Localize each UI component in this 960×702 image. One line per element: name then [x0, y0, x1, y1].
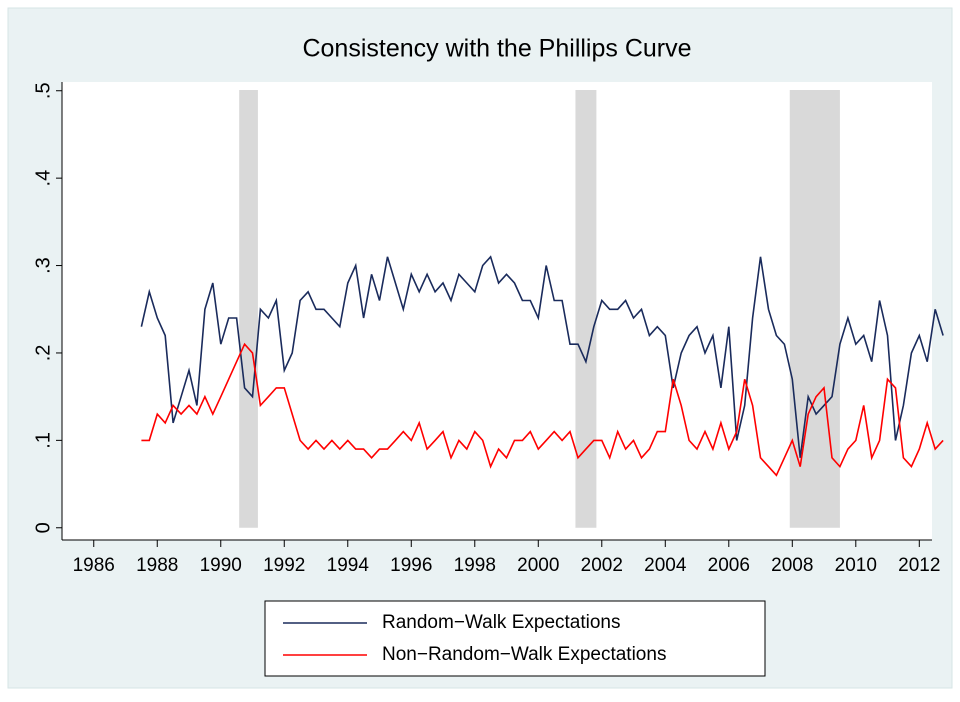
x-tick-label: 2008	[771, 555, 813, 576]
x-tick-label: 1998	[454, 555, 496, 576]
x-tick-label: 1994	[327, 555, 370, 576]
x-tick-label: 2002	[581, 555, 623, 576]
x-tick-label: 1986	[73, 555, 115, 576]
y-tick-label: 0	[32, 522, 54, 533]
chart-title: Consistency with the Phillips Curve	[302, 35, 691, 63]
y-tick-label: .3	[32, 257, 54, 274]
x-tick-label: 2004	[644, 555, 687, 576]
x-tick-label: 1992	[263, 555, 305, 576]
series-line	[140, 255, 944, 458]
legend-label: Non−Random−Walk Expectations	[382, 644, 666, 665]
x-tick-label: 2010	[835, 555, 877, 576]
y-tick-label: .2	[32, 345, 54, 362]
legend-label: Random−Walk Expectations	[382, 612, 621, 633]
legend	[264, 600, 766, 677]
plot-region	[62, 82, 932, 540]
recession-band	[239, 90, 258, 528]
x-tick-label: 1990	[200, 555, 242, 576]
series-line	[141, 342, 944, 477]
x-tick-label: 2012	[898, 555, 940, 576]
x-tick-label: 1988	[136, 555, 178, 576]
x-tick-label: 2000	[517, 555, 559, 576]
y-tick-label: .4	[32, 170, 54, 187]
x-tick-label: 2006	[708, 555, 750, 576]
recession-band	[575, 90, 597, 528]
recession-band	[789, 90, 840, 528]
y-tick-label: .5	[32, 82, 54, 99]
y-tick-label: .1	[32, 432, 54, 449]
x-tick-label: 1996	[390, 555, 432, 576]
